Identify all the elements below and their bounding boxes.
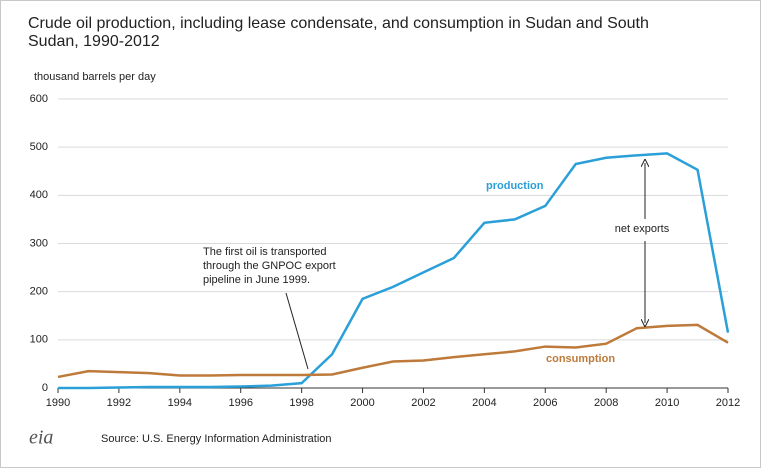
series-line: [58, 152, 730, 390]
x-tick-label: 1994: [168, 397, 192, 409]
annotation: net exports: [615, 223, 670, 235]
y-tick-label: 300: [30, 237, 48, 249]
y-tick-label: 400: [30, 189, 48, 201]
series-label: production: [486, 180, 544, 192]
chart-title: Crude oil production, including lease co…: [28, 15, 649, 50]
annotation: through the GNPOC export: [203, 260, 336, 272]
logo: eia: [29, 427, 53, 449]
series-line: [57, 323, 729, 379]
annotation: The first oil is transported: [203, 246, 327, 258]
chart-subtitle: thousand barrels per day: [34, 71, 156, 83]
y-tick-label: 600: [30, 93, 48, 105]
source: Source: U.S. Energy Information Administ…: [101, 433, 332, 445]
annotation-leader: [285, 292, 309, 370]
y-tick-label: 0: [42, 382, 48, 394]
x-tick-label: 2008: [594, 397, 618, 409]
y-tick-label: 100: [30, 334, 48, 346]
x-tick-label: 1992: [107, 397, 131, 409]
x-tick-label: 1990: [46, 397, 70, 409]
x-tick-label: 1998: [289, 397, 313, 409]
x-tick-label: 2000: [350, 397, 374, 409]
x-tick-label: 2004: [472, 397, 496, 409]
x-tick-label: 2002: [411, 397, 435, 409]
y-tick-label: 200: [30, 286, 48, 298]
x-tick-label: 1996: [228, 397, 252, 409]
y-tick-label: 500: [30, 141, 48, 153]
x-tick-label: 2006: [533, 397, 557, 409]
series-label: consumption: [546, 353, 615, 365]
x-tick-label: 2010: [655, 397, 679, 409]
annotation: pipeline in June 1999.: [203, 274, 310, 286]
x-tick-label: 2012: [716, 397, 740, 409]
